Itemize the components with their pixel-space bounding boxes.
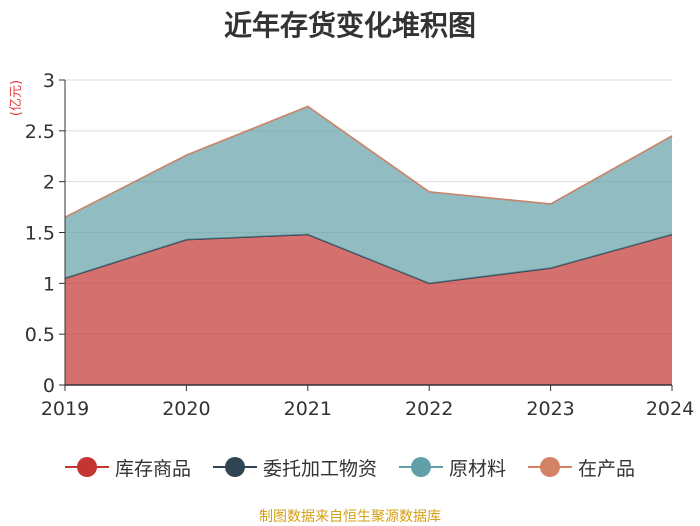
legend: 库存商品 委托加工物资 原材料 在产品 bbox=[0, 452, 700, 482]
legend-label: 库存商品 bbox=[114, 457, 191, 480]
legend-label: 在产品 bbox=[578, 457, 636, 480]
legend-label: 委托加工物资 bbox=[262, 457, 377, 480]
y-tick-label: 1 bbox=[43, 273, 55, 295]
legend-item[interactable]: 委托加工物资 bbox=[212, 454, 377, 481]
x-tick-label: 2019 bbox=[41, 398, 89, 420]
legend-item[interactable]: 在产品 bbox=[528, 454, 635, 481]
y-tick-label: 3 bbox=[43, 70, 55, 92]
legend-swatch-icon bbox=[212, 457, 257, 477]
legend-swatch-icon bbox=[399, 457, 443, 477]
axes: 0 0.5 1 1.5 2 2.5 3 2019 2020 2021 2022 2023 2024 bbox=[25, 70, 694, 420]
legend-item[interactable]: 库存商品 bbox=[64, 454, 191, 481]
x-tick-label: 2023 bbox=[526, 398, 574, 420]
y-tick-label: 2.5 bbox=[25, 121, 55, 143]
x-tick-label: 2022 bbox=[405, 398, 453, 420]
legend-label: 原材料 bbox=[449, 457, 507, 480]
area-原材料 bbox=[65, 106, 672, 284]
y-tick-label: 0 bbox=[43, 375, 55, 397]
y-tick-label: 2 bbox=[43, 172, 55, 194]
area-series-layer bbox=[64, 105, 673, 385]
chart-title: 近年存货变化堆积图 bbox=[223, 9, 476, 42]
x-tick-label: 2021 bbox=[284, 398, 332, 420]
source-note: 制图数据来自恒生聚源数据库 bbox=[259, 509, 441, 525]
y-tick-label: 1.5 bbox=[25, 223, 55, 245]
legend-swatch-icon bbox=[528, 457, 573, 477]
y-tick-label: 0.5 bbox=[25, 324, 55, 346]
legend-swatch-icon bbox=[64, 457, 109, 477]
y-axis-unit-label: (亿元) bbox=[9, 80, 24, 116]
legend-item[interactable]: 原材料 bbox=[399, 454, 506, 481]
x-tick-label: 2020 bbox=[162, 398, 210, 420]
x-tick-label: 2024 bbox=[646, 398, 694, 420]
series-line-在产品 bbox=[64, 105, 673, 218]
